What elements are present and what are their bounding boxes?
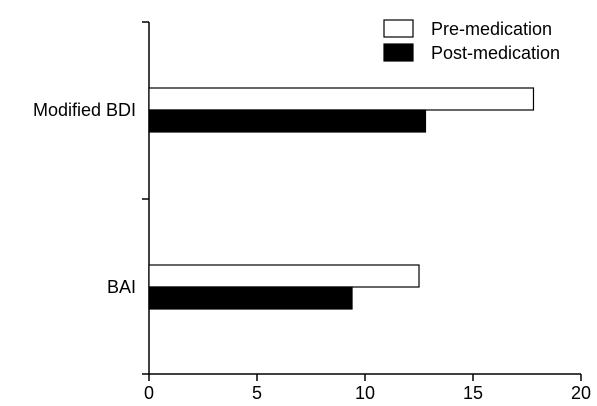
x-tick-label: 10: [355, 383, 375, 403]
x-tick-label: 15: [463, 383, 483, 403]
legend: Pre-medication Post-medication: [383, 19, 560, 63]
x-tick-label: 0: [144, 383, 154, 403]
bar-pre-modified-bdi: [148, 87, 535, 111]
legend-label-pre: Pre-medication: [431, 19, 552, 39]
category-label: Modified BDI: [33, 100, 136, 120]
bar-pre-bai: [148, 264, 420, 288]
legend-swatch-pre: [383, 19, 414, 38]
labels: Modified BDI BAI: [33, 100, 136, 297]
bar-post-bai: [148, 286, 353, 310]
x-tick-label: 20: [571, 383, 591, 403]
bar-post-modified-bdi: [148, 109, 427, 133]
category-label: BAI: [107, 277, 136, 297]
legend-swatch-post: [383, 43, 414, 62]
legend-label-post: Post-medication: [431, 43, 560, 63]
bars: [148, 87, 535, 310]
x-tick-label: 5: [252, 383, 262, 403]
axes: 0 5 10 15 20: [142, 21, 591, 403]
